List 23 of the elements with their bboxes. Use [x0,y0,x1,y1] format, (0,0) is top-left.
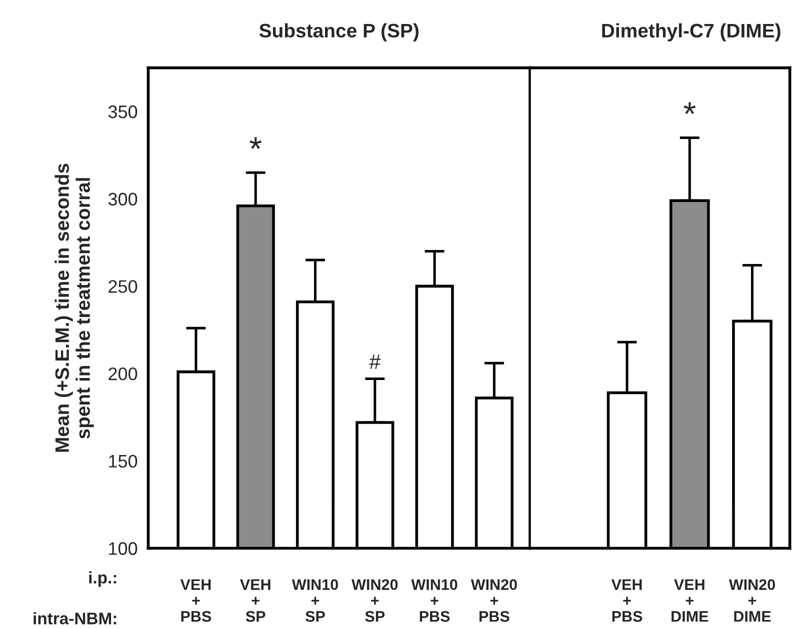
x-tick-label: VEH + SP [240,579,270,622]
y-tick-label: 350 [108,105,138,118]
x-tick-label: WIN20 + DIME [728,579,775,622]
chart-title: Substance P (SP) [259,23,418,42]
x-tick-label: WIN10 + PBS [411,579,458,622]
x-tick-label: WIN10 + SP [292,579,338,622]
x-tick-label: WIN20 + PBS [470,579,517,622]
chart-title: Dimethyl-C7 (DIME) [602,23,780,42]
y-tick-label: 150 [109,454,138,468]
annotation: * [250,137,262,149]
text: intra-NBM: [34,612,116,624]
y-tick-label: 100 [109,542,138,555]
x-tick-label: WIN20 + SP [352,579,398,622]
x-tick-label: VEH + PBS [611,579,642,622]
annotation: * [684,102,696,114]
y-tick-label: 200 [108,367,138,380]
y-tick-label: 250 [108,280,138,293]
y-tick-label: 300 [108,192,138,206]
x-tick-label: VEH + PBS [180,579,212,622]
annotation: # [369,354,381,369]
text: i.p.: [89,571,116,587]
y-axis-title: Mean (+S.E.M.) time in seconds spent in the treatment corral [54,164,94,452]
x-tick-label: VEH + DIME [672,579,708,622]
